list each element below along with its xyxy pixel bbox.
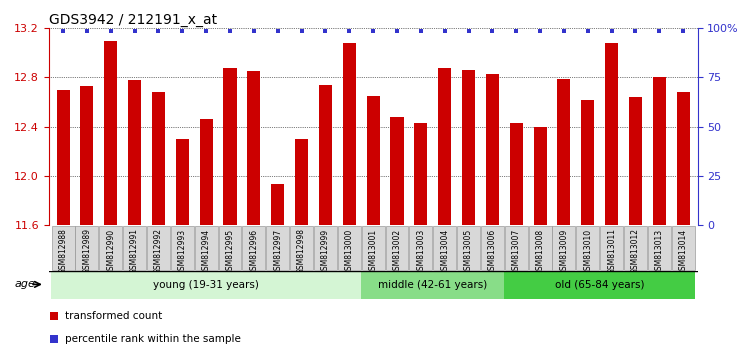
Bar [367, 96, 380, 225]
Text: GSM813001: GSM813001 [368, 228, 377, 275]
FancyBboxPatch shape [76, 226, 98, 270]
Text: GSM813000: GSM813000 [345, 228, 354, 275]
FancyBboxPatch shape [576, 226, 599, 270]
Text: transformed count: transformed count [65, 311, 162, 321]
FancyBboxPatch shape [624, 226, 647, 270]
Text: GSM812999: GSM812999 [321, 228, 330, 275]
FancyBboxPatch shape [99, 226, 122, 270]
FancyBboxPatch shape [553, 226, 575, 270]
Bar [557, 79, 571, 225]
Bar [533, 126, 547, 225]
Text: GSM812991: GSM812991 [130, 228, 139, 274]
Text: GSM813009: GSM813009 [560, 228, 568, 275]
FancyBboxPatch shape [147, 226, 170, 270]
Bar [510, 123, 523, 225]
Text: GSM812998: GSM812998 [297, 228, 306, 274]
Text: GSM812988: GSM812988 [58, 228, 68, 274]
Text: GSM813005: GSM813005 [464, 228, 473, 275]
FancyBboxPatch shape [529, 226, 551, 270]
FancyBboxPatch shape [433, 226, 456, 270]
FancyBboxPatch shape [242, 226, 266, 270]
Text: GSM812990: GSM812990 [106, 228, 116, 275]
Bar [80, 86, 94, 225]
Bar [56, 90, 70, 225]
Bar [629, 97, 642, 225]
Bar [248, 71, 260, 225]
Text: GSM813011: GSM813011 [608, 228, 616, 274]
Text: GSM812992: GSM812992 [154, 228, 163, 274]
Bar [414, 123, 428, 225]
Bar [343, 43, 355, 225]
Bar [104, 41, 117, 225]
Text: GSM813003: GSM813003 [416, 228, 425, 275]
FancyBboxPatch shape [171, 226, 194, 270]
FancyBboxPatch shape [362, 271, 504, 299]
FancyBboxPatch shape [290, 226, 313, 270]
FancyBboxPatch shape [266, 226, 290, 270]
Text: GSM813014: GSM813014 [679, 228, 688, 275]
Text: GDS3942 / 212191_x_at: GDS3942 / 212191_x_at [49, 13, 217, 27]
Text: young (19-31 years): young (19-31 years) [153, 280, 259, 290]
Bar [295, 139, 308, 225]
FancyBboxPatch shape [195, 226, 217, 270]
Text: GSM813012: GSM813012 [631, 228, 640, 274]
FancyBboxPatch shape [648, 226, 670, 270]
Text: percentile rank within the sample: percentile rank within the sample [65, 334, 241, 344]
FancyBboxPatch shape [457, 226, 480, 270]
Text: GSM813007: GSM813007 [512, 228, 520, 275]
Text: GSM813002: GSM813002 [392, 228, 401, 275]
FancyBboxPatch shape [600, 226, 623, 270]
Bar [652, 78, 666, 225]
Text: GSM812996: GSM812996 [249, 228, 258, 275]
Bar [391, 117, 404, 225]
FancyBboxPatch shape [410, 226, 432, 270]
Text: GSM812995: GSM812995 [226, 228, 235, 275]
FancyBboxPatch shape [51, 271, 362, 299]
Bar [128, 80, 141, 225]
FancyBboxPatch shape [672, 226, 694, 270]
Bar [438, 68, 452, 225]
Bar [605, 43, 618, 225]
Text: GSM813010: GSM813010 [584, 228, 592, 275]
FancyBboxPatch shape [481, 226, 504, 270]
Bar [272, 184, 284, 225]
Bar [486, 74, 499, 225]
Text: GSM812994: GSM812994 [202, 228, 211, 275]
Text: GSM813013: GSM813013 [655, 228, 664, 275]
Bar [676, 92, 690, 225]
Bar [224, 68, 236, 225]
Text: GSM813004: GSM813004 [440, 228, 449, 275]
Text: age: age [15, 279, 35, 290]
Text: GSM812989: GSM812989 [82, 228, 92, 274]
Text: middle (42-61 years): middle (42-61 years) [378, 280, 488, 290]
FancyBboxPatch shape [505, 226, 528, 270]
Bar [152, 92, 165, 225]
FancyBboxPatch shape [52, 226, 74, 270]
Bar [319, 85, 332, 225]
Bar [176, 139, 189, 225]
FancyBboxPatch shape [338, 226, 361, 270]
FancyBboxPatch shape [504, 271, 695, 299]
FancyBboxPatch shape [218, 226, 242, 270]
Bar [581, 99, 594, 225]
FancyBboxPatch shape [362, 226, 385, 270]
FancyBboxPatch shape [386, 226, 409, 270]
Text: GSM813008: GSM813008 [536, 228, 544, 275]
Text: old (65-84 years): old (65-84 years) [555, 280, 644, 290]
Text: GSM813006: GSM813006 [488, 228, 497, 275]
Bar [200, 119, 213, 225]
Text: GSM812997: GSM812997 [273, 228, 282, 275]
FancyBboxPatch shape [123, 226, 146, 270]
Bar [462, 70, 475, 225]
Text: GSM812993: GSM812993 [178, 228, 187, 275]
FancyBboxPatch shape [314, 226, 337, 270]
